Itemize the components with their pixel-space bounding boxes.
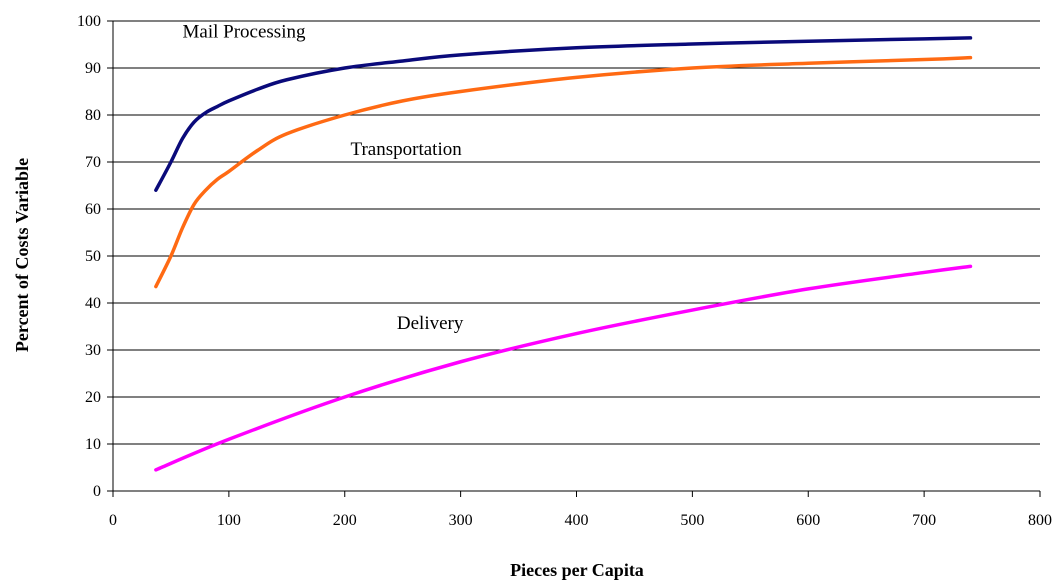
series-line-delivery [154, 264, 973, 472]
x-tick-label: 300 [449, 512, 473, 529]
x-tick-label: 200 [333, 512, 357, 529]
y-tick-label: 20 [85, 389, 101, 406]
y-tick-label: 50 [85, 248, 101, 265]
x-axis-title: Pieces per Capita [510, 560, 644, 580]
y-tick-label: 0 [93, 483, 101, 500]
y-axis-title: Percent of Costs Variable [12, 158, 32, 352]
x-tick-label: 100 [217, 512, 241, 529]
gridlines [113, 20, 1040, 445]
y-tick-label: 100 [77, 13, 101, 30]
y-tick-label: 10 [85, 436, 101, 453]
x-tick-label: 600 [796, 512, 820, 529]
x-tick-label: 400 [565, 512, 589, 529]
y-tick-label: 80 [85, 107, 101, 124]
axes [107, 20, 1041, 497]
y-tick-label: 40 [85, 295, 101, 312]
series-label-delivery: Delivery [397, 313, 464, 334]
series-line-mail-processing [154, 36, 973, 192]
x-tick-label: 700 [912, 512, 936, 529]
y-tick-label: 90 [85, 60, 101, 77]
series-lines [154, 36, 973, 472]
y-tick-label: 30 [85, 342, 101, 359]
y-tick-label: 60 [85, 201, 101, 218]
y-tick-label: 70 [85, 154, 101, 171]
x-tick-labels: 0 100 200 300 400 500 600 700 800 [109, 512, 1052, 529]
series-annotations: Mail Processing Transportation Delivery [183, 21, 464, 333]
x-tick-label: 500 [680, 512, 704, 529]
x-tick-label: 0 [109, 512, 117, 529]
series-line-transportation [154, 55, 973, 289]
x-tick-label: 800 [1028, 512, 1052, 529]
series-label-mail-processing: Mail Processing [183, 21, 306, 42]
y-tick-labels: 0 10 20 30 40 50 60 70 80 90 100 [77, 13, 101, 500]
series-label-transportation: Transportation [351, 139, 463, 160]
